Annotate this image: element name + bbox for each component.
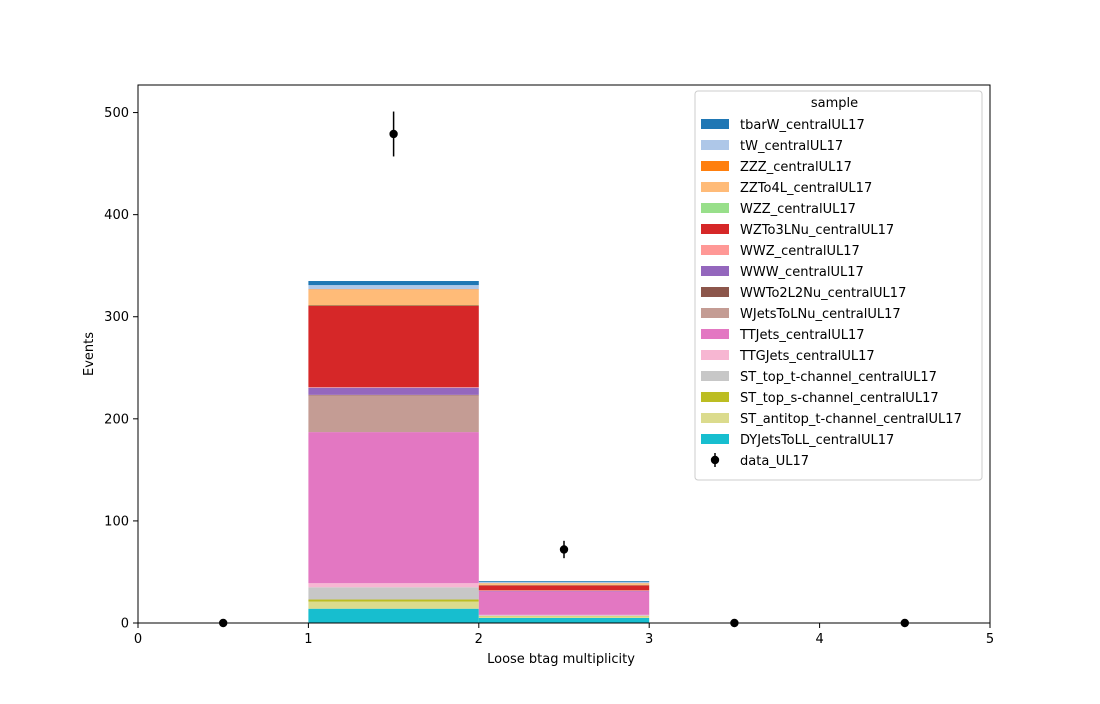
bar-st-top-t-channel-centralul17-bin-2 (479, 615, 649, 616)
legend-swatch-ttjets-centralul17 (701, 329, 729, 339)
legend-label-st-top-t-channel-centralul17: ST_top_t-channel_centralUL17 (740, 370, 937, 385)
x-tick-label-5: 5 (986, 632, 994, 647)
bar-tbarw-centralul17-bin-2 (479, 581, 649, 582)
bar-zzto4l-centralul17-bin-1 (308, 290, 478, 305)
legend-label-data-ul17: data_UL17 (740, 454, 809, 469)
legend-swatch-st-top-s-channel-centralul17 (701, 392, 729, 402)
bar-www-centralul17-bin-2 (479, 591, 649, 592)
legend-label-zzz-centralul17: ZZZ_centralUL17 (740, 160, 852, 175)
legend-swatch-wwz-centralul17 (701, 245, 729, 255)
bar-st-top-t-channel-centralul17-bin-1 (308, 587, 478, 599)
legend-label-tbarw-centralul17: tbarW_centralUL17 (740, 118, 865, 133)
bar-ttgjets-centralul17-bin-2 (479, 615, 649, 616)
legend-label-wzz-centralul17: WZZ_centralUL17 (740, 202, 856, 217)
bar-tw-centralul17-bin-1 (308, 285, 478, 289)
legend-label-wwz-centralul17: WWZ_centralUL17 (740, 244, 860, 259)
bar-zzz-centralul17-bin-1 (308, 289, 478, 290)
y-tick-label-300: 300 (104, 310, 129, 325)
legend-label-tw-centralul17: tW_centralUL17 (740, 139, 843, 154)
legend-label-zzto4l-centralul17: ZZTo4L_centralUL17 (740, 181, 872, 196)
bar-ttjets-centralul17-bin-2 (479, 591, 649, 614)
legend-label-wjetstolnu-centralul17: WJetsToLNu_centralUL17 (740, 307, 901, 322)
bar-st-top-s-channel-centralul17-bin-1 (308, 600, 478, 602)
y-axis-title: Events (82, 332, 97, 376)
legend-label-ttjets-centralul17: TTJets_centralUL17 (739, 328, 865, 343)
bar-dyjetstoll-centralul17-bin-2 (479, 618, 649, 623)
stacked-bars (308, 281, 649, 623)
x-tick-label-1: 1 (304, 632, 312, 647)
legend-swatch-st-top-t-channel-centralul17 (701, 371, 729, 381)
bar-wjetstolnu-centralul17-bin-1 (308, 395, 478, 432)
legend-label-wwto2l2nu-centralul17: WWTo2L2Nu_centralUL17 (740, 286, 906, 301)
legend-swatch-tbarw-centralul17 (701, 119, 729, 129)
legend-swatch-wjetstolnu-centralul17 (701, 308, 729, 318)
data-point-1 (389, 130, 397, 138)
legend-label-st-top-s-channel-centralul17: ST_top_s-channel_centralUL17 (740, 391, 939, 406)
y-tick-label-500: 500 (104, 106, 129, 121)
legend-swatch-zzto4l-centralul17 (701, 182, 729, 192)
legend-swatch-www-centralul17 (701, 266, 729, 276)
x-tick-label-3: 3 (645, 632, 653, 647)
legend-swatch-st-antitop-t-channel-centralul17 (701, 413, 729, 423)
legend: sample tbarW_centralUL17 tW_centralUL17 ZZZ… (695, 91, 982, 480)
bar-ttgjets-centralul17-bin-1 (308, 583, 478, 587)
bar-wzz-centralul17-bin-1 (308, 305, 478, 306)
y-tick-label-100: 100 (104, 514, 129, 529)
legend-label-dyjetstoll-centralul17: DYJetsToLL_centralUL17 (740, 433, 894, 448)
bar-www-centralul17-bin-1 (308, 388, 478, 395)
x-axis-title: Loose btag multiplicity (487, 652, 635, 667)
legend-title: sample (811, 96, 858, 111)
bar-tbarw-centralul17-bin-1 (308, 281, 478, 285)
legend-label-wzto3lnu-centralul17: WZTo3LNu_centralUL17 (740, 223, 894, 238)
legend-label-ttgjets-centralul17: TTGJets_centralUL17 (739, 349, 875, 364)
y-tick-label-0: 0 (121, 617, 129, 632)
bar-wwz-centralul17-bin-2 (479, 590, 649, 591)
x-tick-label-4: 4 (815, 632, 823, 647)
legend-swatch-ttgjets-centralul17 (701, 350, 729, 360)
y-tick-label-400: 400 (104, 208, 129, 223)
legend-swatch-dyjetstoll-centralul17 (701, 434, 729, 444)
data-point-2 (560, 545, 568, 553)
x-tick-label-2: 2 (475, 632, 483, 647)
bar-st-antitop-t-channel-centralul17-bin-2 (479, 616, 649, 618)
bar-wwz-centralul17-bin-1 (308, 387, 478, 388)
bar-tw-centralul17-bin-2 (479, 582, 649, 583)
legend-swatch-wzz-centralul17 (701, 203, 729, 213)
legend-swatch-wzto3lnu-centralul17 (701, 224, 729, 234)
bar-wwto2l2nu-centralul17-bin-1 (308, 395, 478, 396)
legend-label-www-centralul17: WWW_centralUL17 (740, 265, 864, 280)
legend-label-st-antitop-t-channel-centralul17: ST_antitop_t-channel_centralUL17 (740, 412, 962, 427)
bar-st-antitop-t-channel-centralul17-bin-1 (308, 602, 478, 609)
legend-data-marker (711, 456, 719, 464)
bar-ttjets-centralul17-bin-1 (308, 432, 478, 583)
legend-swatch-tw-centralul17 (701, 140, 729, 150)
legend-swatch-zzz-centralul17 (701, 161, 729, 171)
legend-swatch-wwto2l2nu-centralul17 (701, 287, 729, 297)
bar-dyjetstoll-centralul17-bin-1 (308, 609, 478, 623)
bar-zzto4l-centralul17-bin-2 (479, 583, 649, 585)
bar-wzto3lnu-centralul17-bin-2 (479, 585, 649, 590)
bar-wzto3lnu-centralul17-bin-1 (308, 306, 478, 388)
x-tick-label-0: 0 (134, 632, 142, 647)
y-tick-label-200: 200 (104, 412, 129, 427)
